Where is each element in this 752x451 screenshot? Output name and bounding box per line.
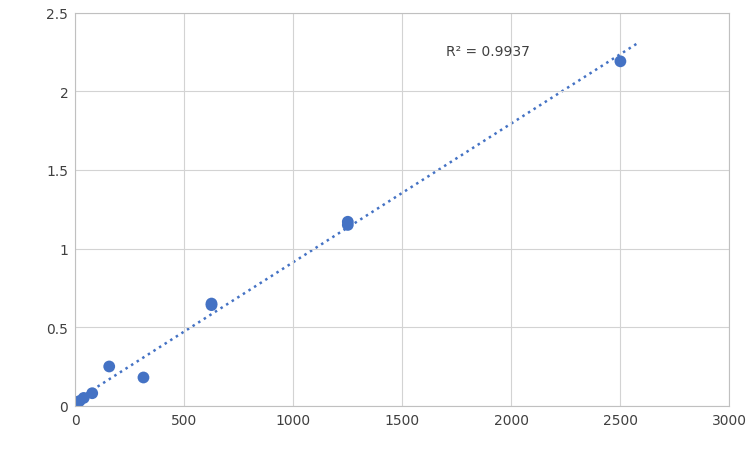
Text: R² = 0.9937: R² = 0.9937 [446,45,530,59]
Point [103,363,115,370]
Point [74,398,86,405]
Point [205,302,217,309]
Point [69,402,81,410]
Point [77,395,89,402]
Point [614,59,626,66]
Point [138,374,150,381]
Point [341,222,353,229]
Point [205,300,217,308]
Point [86,390,99,397]
Point [341,219,353,226]
